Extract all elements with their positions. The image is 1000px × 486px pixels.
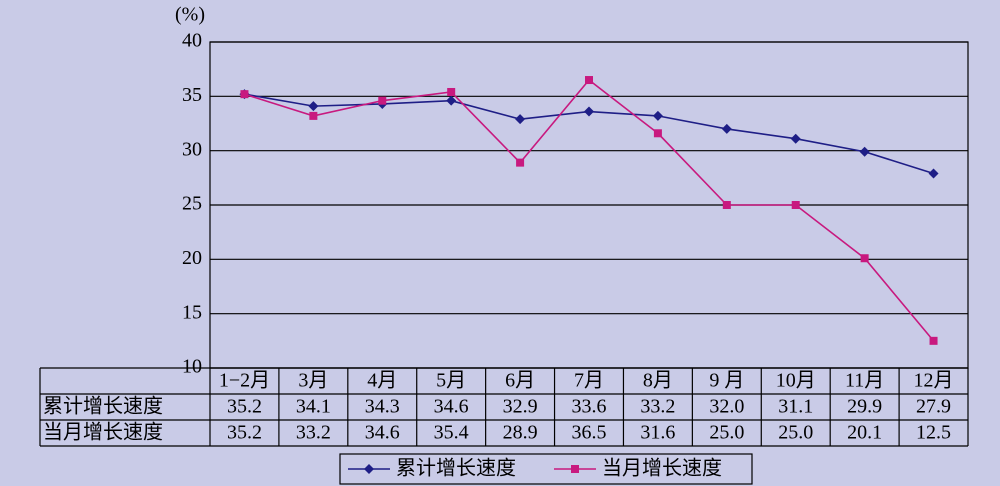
x-tick-label: 12月 — [914, 370, 954, 392]
data-point — [446, 95, 457, 106]
y-tick-label: 25 — [182, 193, 202, 215]
table-value: 34.6 — [365, 422, 400, 444]
data-point — [928, 168, 939, 179]
table-value: 32.0 — [709, 396, 744, 418]
table-value: 34.3 — [365, 396, 400, 418]
table-value: 12.5 — [916, 422, 951, 444]
table-value: 31.6 — [640, 422, 675, 444]
data-point — [308, 101, 319, 112]
legend-marker — [571, 465, 579, 473]
x-tick-label: 3月 — [298, 370, 328, 392]
data-point — [585, 76, 593, 85]
x-tick-label: 6月 — [505, 370, 535, 392]
legend-label: 累计增长速度 — [396, 457, 516, 480]
x-tick-label: 7月 — [574, 370, 604, 392]
y-tick-label: 20 — [182, 247, 202, 269]
table-value: 33.2 — [296, 422, 331, 444]
legend-label: 当月增长速度 — [602, 457, 722, 480]
series-line — [244, 93, 934, 175]
table-value: 35.2 — [227, 422, 262, 444]
data-point — [791, 201, 800, 209]
y-tick-label: 15 — [182, 301, 202, 323]
data-point — [378, 96, 387, 105]
data-point — [447, 87, 456, 96]
table-value: 27.9 — [916, 396, 951, 418]
table-value: 35.4 — [434, 422, 469, 444]
table-row-label: 累计增长速度 — [43, 395, 163, 418]
legend-marker — [364, 464, 374, 474]
table-row-label: 当月增长速度 — [43, 421, 163, 444]
data-point — [722, 201, 731, 209]
data-point — [516, 158, 525, 167]
y-axis-unit: (%) — [175, 4, 205, 26]
table-value: 34.6 — [434, 396, 469, 418]
table-value: 35.2 — [227, 396, 262, 418]
data-point — [790, 133, 801, 144]
table-value: 25.0 — [709, 422, 744, 444]
table-value: 31.1 — [778, 396, 813, 418]
data-point — [860, 254, 869, 263]
x-tick-label: 10月 — [776, 370, 816, 392]
y-tick-label: 40 — [182, 30, 202, 52]
table-value: 33.2 — [640, 396, 675, 418]
x-tick-label: 5月 — [436, 370, 466, 392]
data-point — [584, 106, 594, 117]
table-value: 33.6 — [572, 396, 607, 418]
table-value: 29.9 — [847, 396, 882, 418]
table-value: 28.9 — [503, 422, 538, 444]
data-point — [515, 114, 526, 125]
x-tick-label: 9 月 — [709, 370, 744, 392]
y-tick-label: 10 — [182, 356, 202, 378]
data-point — [240, 90, 249, 99]
data-point — [653, 129, 662, 138]
table-value: 32.9 — [503, 396, 538, 418]
data-point — [652, 110, 663, 121]
y-tick-label: 35 — [182, 84, 202, 106]
table-value: 36.5 — [572, 422, 607, 444]
data-point — [859, 146, 870, 157]
x-tick-label: 1−2月 — [219, 370, 270, 392]
data-point — [309, 111, 318, 120]
data-point — [929, 336, 938, 345]
y-tick-label: 30 — [182, 138, 202, 160]
table-value: 20.1 — [847, 422, 882, 444]
series-line — [244, 78, 935, 342]
x-tick-label: 11月 — [845, 370, 884, 392]
table-value: 34.1 — [296, 396, 331, 418]
legend-box — [339, 453, 753, 485]
table-value: 25.0 — [778, 422, 813, 444]
x-tick-label: 8月 — [643, 370, 673, 392]
data-point — [721, 123, 732, 134]
x-tick-label: 4月 — [367, 370, 397, 392]
